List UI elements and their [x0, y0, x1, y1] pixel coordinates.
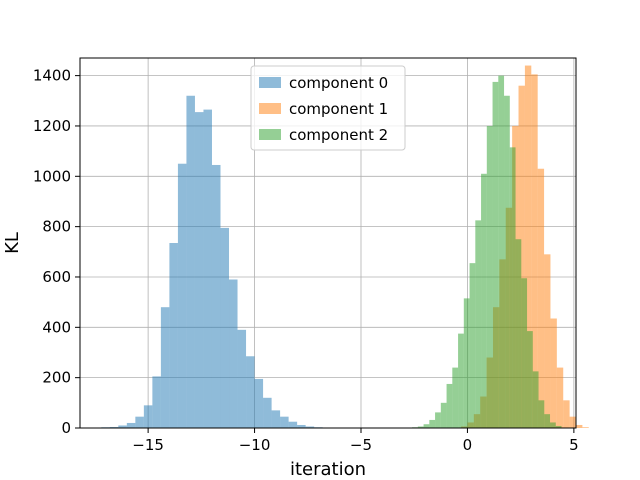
- histogram-bar: [194, 112, 204, 428]
- histogram-bar: [126, 422, 136, 428]
- histogram-bar: [446, 383, 453, 428]
- legend-label: component 0: [289, 74, 388, 92]
- histogram-bar: [538, 400, 545, 428]
- histogram-bar: [527, 331, 533, 428]
- histogram-bar: [524, 65, 532, 428]
- series-0-bars: [101, 95, 323, 429]
- legend: component 0 component 1 component 2: [250, 65, 406, 151]
- x-tick-label: 0: [463, 436, 473, 454]
- y-tick-label: 1000: [33, 167, 71, 185]
- histogram-bar: [521, 278, 528, 428]
- histogram-bar: [169, 243, 178, 428]
- histogram-bar: [186, 95, 195, 429]
- histogram-bar: [203, 109, 212, 429]
- histogram-bar: [271, 410, 281, 428]
- histogram-bar: [555, 425, 562, 428]
- histogram-bar: [220, 227, 230, 428]
- y-tick-label: 200: [42, 369, 71, 387]
- histogram-bar: [486, 125, 493, 429]
- histogram-bar: [423, 424, 430, 428]
- histogram-bar: [263, 397, 272, 428]
- histogram-bar: [475, 220, 482, 428]
- histogram-bar: [544, 254, 551, 428]
- histogram-bar: [280, 416, 289, 428]
- histogram-bar: [211, 164, 221, 429]
- histogram-bar: [435, 412, 441, 428]
- histogram-bar: [509, 147, 516, 428]
- y-tick-label: 800: [42, 218, 71, 236]
- histogram-bar: [498, 75, 505, 428]
- y-axis-label: KL: [2, 232, 23, 254]
- histogram-bar: [288, 421, 298, 428]
- histogram-bar: [531, 74, 538, 429]
- histogram-bar: [254, 378, 264, 428]
- y-tick-label: 0: [61, 419, 71, 437]
- histogram-bar: [118, 425, 127, 428]
- histogram-bar: [143, 405, 153, 428]
- histogram-bar: [576, 424, 583, 428]
- histogram-bar: [469, 263, 476, 428]
- histogram-bar: [177, 163, 187, 428]
- histogram-bars: [101, 65, 589, 429]
- histogram-bar: [458, 333, 464, 428]
- histogram-bar: [246, 356, 255, 428]
- histogram-bar: [544, 414, 551, 428]
- histogram-bar: [518, 85, 525, 428]
- x-tick-label: 5: [569, 436, 579, 454]
- histogram-bar: [563, 400, 570, 428]
- histogram-bar: [537, 168, 545, 429]
- histogram-bar: [152, 376, 161, 428]
- y-tick-label: 400: [42, 318, 71, 336]
- histogram-bar: [229, 279, 238, 428]
- histogram-bar: [417, 426, 424, 428]
- histogram-bar: [481, 173, 487, 428]
- legend-label: component 1: [289, 100, 388, 118]
- x-tick-label: −15: [132, 436, 164, 454]
- y-tick-label: 600: [42, 268, 71, 286]
- histogram-bar: [297, 424, 306, 428]
- histogram-bar: [440, 402, 447, 428]
- histogram-bar: [582, 427, 589, 428]
- x-tick-label: −5: [350, 436, 372, 454]
- x-tick-label: −10: [239, 436, 271, 454]
- y-tick-label: 1200: [33, 117, 71, 135]
- legend-swatch: [259, 103, 281, 114]
- histogram-bar: [532, 371, 539, 428]
- histogram-bar: [305, 426, 315, 428]
- axis-ticks: −15 −10 −5 0 5 0 200 400 600 800 1000 1200 1400: [33, 67, 579, 454]
- histogram-bar: [463, 298, 470, 428]
- histogram-bar: [160, 307, 170, 428]
- histogram-bar: [515, 239, 522, 428]
- histogram-bar: [504, 95, 510, 429]
- histogram-bar: [135, 416, 144, 428]
- histogram-bar: [550, 422, 556, 428]
- x-axis-label: iteration: [290, 459, 366, 480]
- histogram-bar: [452, 367, 459, 428]
- legend-swatch: [259, 129, 281, 140]
- plot-area-frame: [79, 57, 577, 429]
- legend-label: component 2: [289, 126, 388, 144]
- histogram-bar: [550, 318, 557, 428]
- y-tick-label: 1400: [33, 67, 71, 85]
- histogram-bar: [569, 416, 576, 428]
- histogram-bar: [556, 367, 564, 428]
- histogram-bar: [109, 426, 119, 428]
- histogram-bar: [492, 81, 499, 429]
- legend-swatch: [259, 77, 281, 88]
- histogram-bar: [237, 329, 247, 428]
- series-2-bars: [412, 75, 568, 429]
- legend-box: [250, 65, 406, 151]
- histogram-bar: [429, 419, 436, 428]
